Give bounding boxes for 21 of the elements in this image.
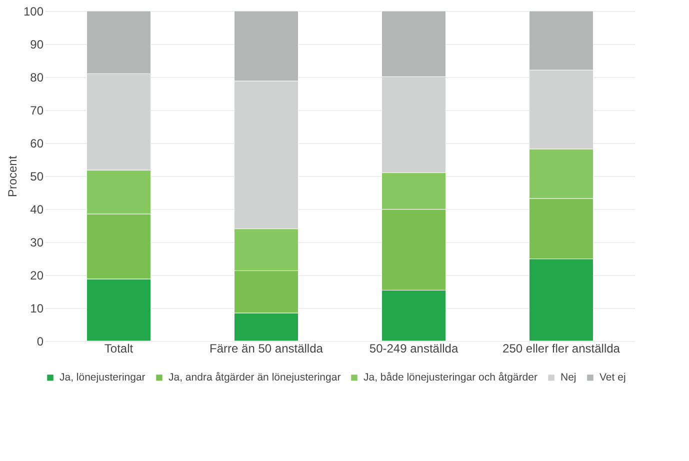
y-tick-label: 60 — [30, 136, 44, 150]
y-tick-label: 70 — [30, 104, 44, 118]
legend-label: Nej — [560, 372, 576, 384]
legend-label: Ja, lönejusteringar — [60, 372, 146, 384]
y-tick-label: 30 — [30, 236, 44, 250]
y-tick-label: 40 — [30, 202, 44, 216]
y-tick-label: 50 — [30, 170, 44, 184]
legend-label: Ja, både lönejusteringar och åtgärder — [364, 372, 538, 384]
x-tick-label: 250 eller fler anställda — [502, 342, 620, 356]
legend-label: Vet ej — [600, 372, 626, 384]
legend-label: Ja, andra åtgärder än lönejusteringar — [168, 372, 342, 384]
x-tick-label: Färre än 50 anställda — [210, 342, 324, 356]
x-tick-label: Totalt — [104, 342, 134, 356]
y-axis-title: Procent — [5, 155, 20, 198]
y-tick-label: 0 — [36, 334, 44, 348]
y-tick-label: 20 — [30, 268, 44, 282]
y-tick-label: 80 — [30, 70, 44, 84]
x-tick-label: 50-249 anställda — [369, 342, 458, 356]
y-tick-label: 10 — [30, 302, 44, 316]
y-tick-label: 100 — [23, 4, 44, 18]
y-tick-label: 90 — [30, 38, 44, 52]
